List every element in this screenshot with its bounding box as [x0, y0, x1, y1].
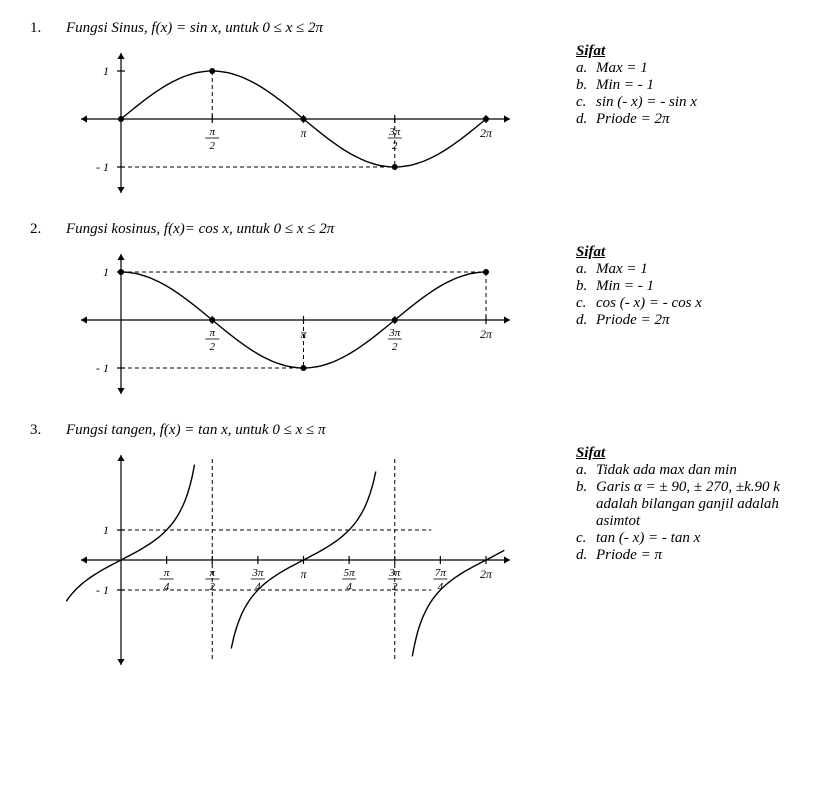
property-text: tan (- x) = - tan x [596, 530, 700, 547]
svg-text:5π: 5π [344, 567, 356, 579]
svg-text:π: π [164, 567, 170, 579]
chart: 1- 1π2π3π22π [66, 244, 536, 404]
property-text: Garis α = ± 90, ± 270, ±k.90 k adalah bi… [596, 479, 803, 530]
property-text: Priode = 2π [596, 312, 669, 329]
property-letter: b. [576, 77, 596, 94]
properties-heading: Sifat [576, 43, 803, 60]
svg-text:2π: 2π [480, 126, 493, 140]
svg-text:π: π [209, 327, 215, 339]
section-title: Fungsi tangen, f(x) = tan x, untuk 0 ≤ x… [66, 422, 325, 439]
svg-text:- 1: - 1 [96, 361, 109, 375]
svg-text:2: 2 [210, 341, 216, 353]
property-letter: b. [576, 479, 596, 530]
chart: 1- 1π2π3π22π [66, 43, 536, 203]
property-line: c.tan (- x) = - tan x [576, 530, 803, 547]
section-header: 3.Fungsi tangen, f(x) = tan x, untuk 0 ≤… [30, 422, 803, 439]
properties: Sifata.Max = 1b.Min = - 1c.sin (- x) = -… [536, 43, 803, 128]
property-letter: d. [576, 111, 596, 128]
properties: Sifata.Tidak ada max dan minb.Garis α = … [536, 445, 803, 564]
svg-text:2: 2 [392, 341, 398, 353]
section-body: 1- 1π2π3π22πSifata.Max = 1b.Min = - 1c.s… [30, 43, 803, 203]
property-line: d.Priode = π [576, 547, 803, 564]
section-number: 1. [30, 20, 66, 37]
svg-text:2: 2 [210, 140, 216, 152]
section-number: 2. [30, 221, 66, 238]
property-letter: a. [576, 261, 596, 278]
property-text: Priode = 2π [596, 111, 669, 128]
svg-text:4: 4 [346, 581, 352, 593]
svg-text:4: 4 [164, 581, 170, 593]
property-line: b.Garis α = ± 90, ± 270, ±k.90 k adalah … [576, 479, 803, 530]
property-line: a.Max = 1 [576, 60, 803, 77]
property-line: b.Min = - 1 [576, 278, 803, 295]
svg-text:7π: 7π [435, 567, 447, 579]
properties-heading: Sifat [576, 445, 803, 462]
section-body: 1- 1π2π3π22πSifata.Max = 1b.Min = - 1c.c… [30, 244, 803, 404]
property-letter: a. [576, 60, 596, 77]
property-line: d.Priode = 2π [576, 312, 803, 329]
svg-text:π: π [300, 567, 307, 581]
svg-text:1: 1 [103, 64, 109, 78]
section-header: 1.Fungsi Sinus, f(x) = sin x, untuk 0 ≤ … [30, 20, 803, 37]
property-letter: b. [576, 278, 596, 295]
property-text: Tidak ada max dan min [596, 462, 737, 479]
property-line: a.Max = 1 [576, 261, 803, 278]
section-title: Fungsi Sinus, f(x) = sin x, untuk 0 ≤ x … [66, 20, 323, 37]
property-text: sin (- x) = - sin x [596, 94, 697, 111]
property-letter: d. [576, 547, 596, 564]
properties-heading: Sifat [576, 244, 803, 261]
svg-text:- 1: - 1 [96, 583, 109, 597]
svg-text:π: π [300, 126, 307, 140]
property-letter: c. [576, 94, 596, 111]
property-text: Max = 1 [596, 261, 648, 278]
svg-text:π: π [209, 126, 215, 138]
property-text: Min = - 1 [596, 278, 654, 295]
svg-text:2π: 2π [480, 327, 493, 341]
property-text: Min = - 1 [596, 77, 654, 94]
section-title: Fungsi kosinus, f(x)= cos x, untuk 0 ≤ x… [66, 221, 334, 238]
property-line: c.cos (- x) = - cos x [576, 295, 803, 312]
svg-text:3π: 3π [251, 567, 264, 579]
property-line: a.Tidak ada max dan min [576, 462, 803, 479]
property-letter: a. [576, 462, 596, 479]
section-body: 1- 1π4π23π4π5π43π27π42πSifata.Tidak ada … [30, 445, 803, 675]
property-text: Max = 1 [596, 60, 648, 77]
chart: 1- 1π4π23π4π5π43π27π42π [66, 445, 536, 675]
property-letter: d. [576, 312, 596, 329]
property-letter: c. [576, 295, 596, 312]
property-line: c.sin (- x) = - sin x [576, 94, 803, 111]
svg-text:3π: 3π [388, 327, 401, 339]
svg-text:1: 1 [103, 265, 109, 279]
property-line: b.Min = - 1 [576, 77, 803, 94]
section-number: 3. [30, 422, 66, 439]
svg-text:1: 1 [103, 523, 109, 537]
properties: Sifata.Max = 1b.Min = - 1c.cos (- x) = -… [536, 244, 803, 329]
svg-text:- 1: - 1 [96, 160, 109, 174]
section-header: 2.Fungsi kosinus, f(x)= cos x, untuk 0 ≤… [30, 221, 803, 238]
property-letter: c. [576, 530, 596, 547]
svg-text:2π: 2π [480, 567, 493, 581]
property-text: cos (- x) = - cos x [596, 295, 702, 312]
property-line: d.Priode = 2π [576, 111, 803, 128]
property-text: Priode = π [596, 547, 662, 564]
